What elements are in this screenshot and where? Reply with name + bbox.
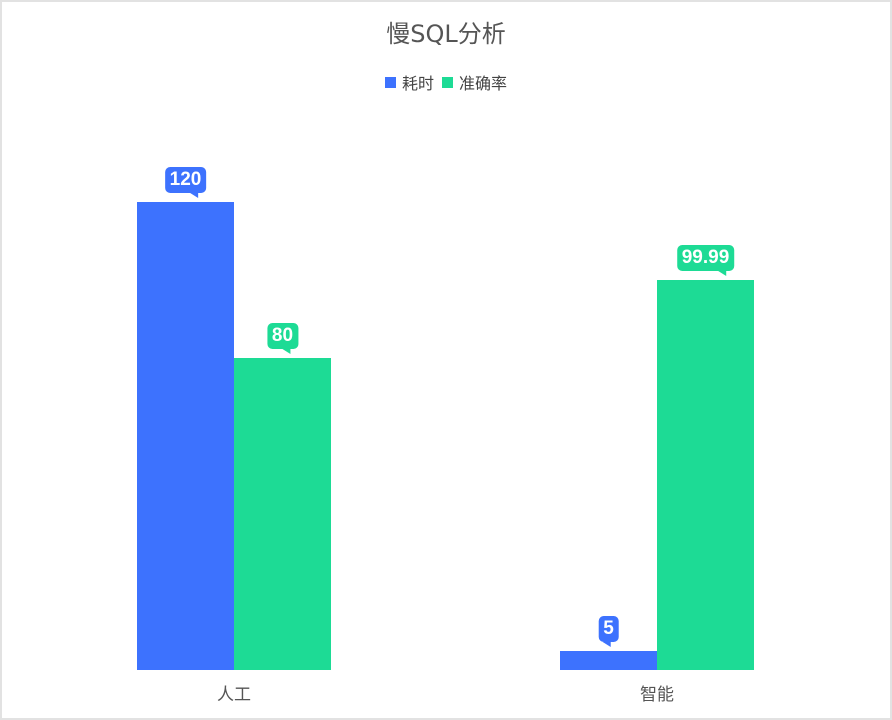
bar-value-label: 99.99 bbox=[676, 245, 735, 277]
legend-item-duration[interactable]: 耗时 bbox=[384, 70, 434, 94]
bar-value-label: 120 bbox=[164, 167, 207, 198]
x-axis-label: 人工 bbox=[217, 685, 251, 705]
bar-value-label: 80 bbox=[266, 323, 299, 354]
legend-label: 准确率 bbox=[459, 74, 508, 93]
bar-duration[interactable] bbox=[137, 202, 234, 670]
bar-accuracy[interactable] bbox=[657, 280, 754, 670]
legend: 耗时 准确率 bbox=[0, 70, 892, 94]
bar-duration[interactable] bbox=[560, 650, 657, 670]
legend-swatch-icon bbox=[384, 76, 396, 88]
legend-item-accuracy[interactable]: 准确率 bbox=[442, 70, 507, 94]
chart-title: 慢SQL分析 bbox=[386, 20, 506, 48]
bar-value-label: 5 bbox=[598, 615, 619, 647]
bar-accuracy[interactable] bbox=[234, 358, 331, 670]
legend-swatch-icon bbox=[442, 76, 453, 88]
legend-label: 耗时 bbox=[401, 74, 434, 93]
x-axis-label: 智能 bbox=[640, 685, 674, 705]
